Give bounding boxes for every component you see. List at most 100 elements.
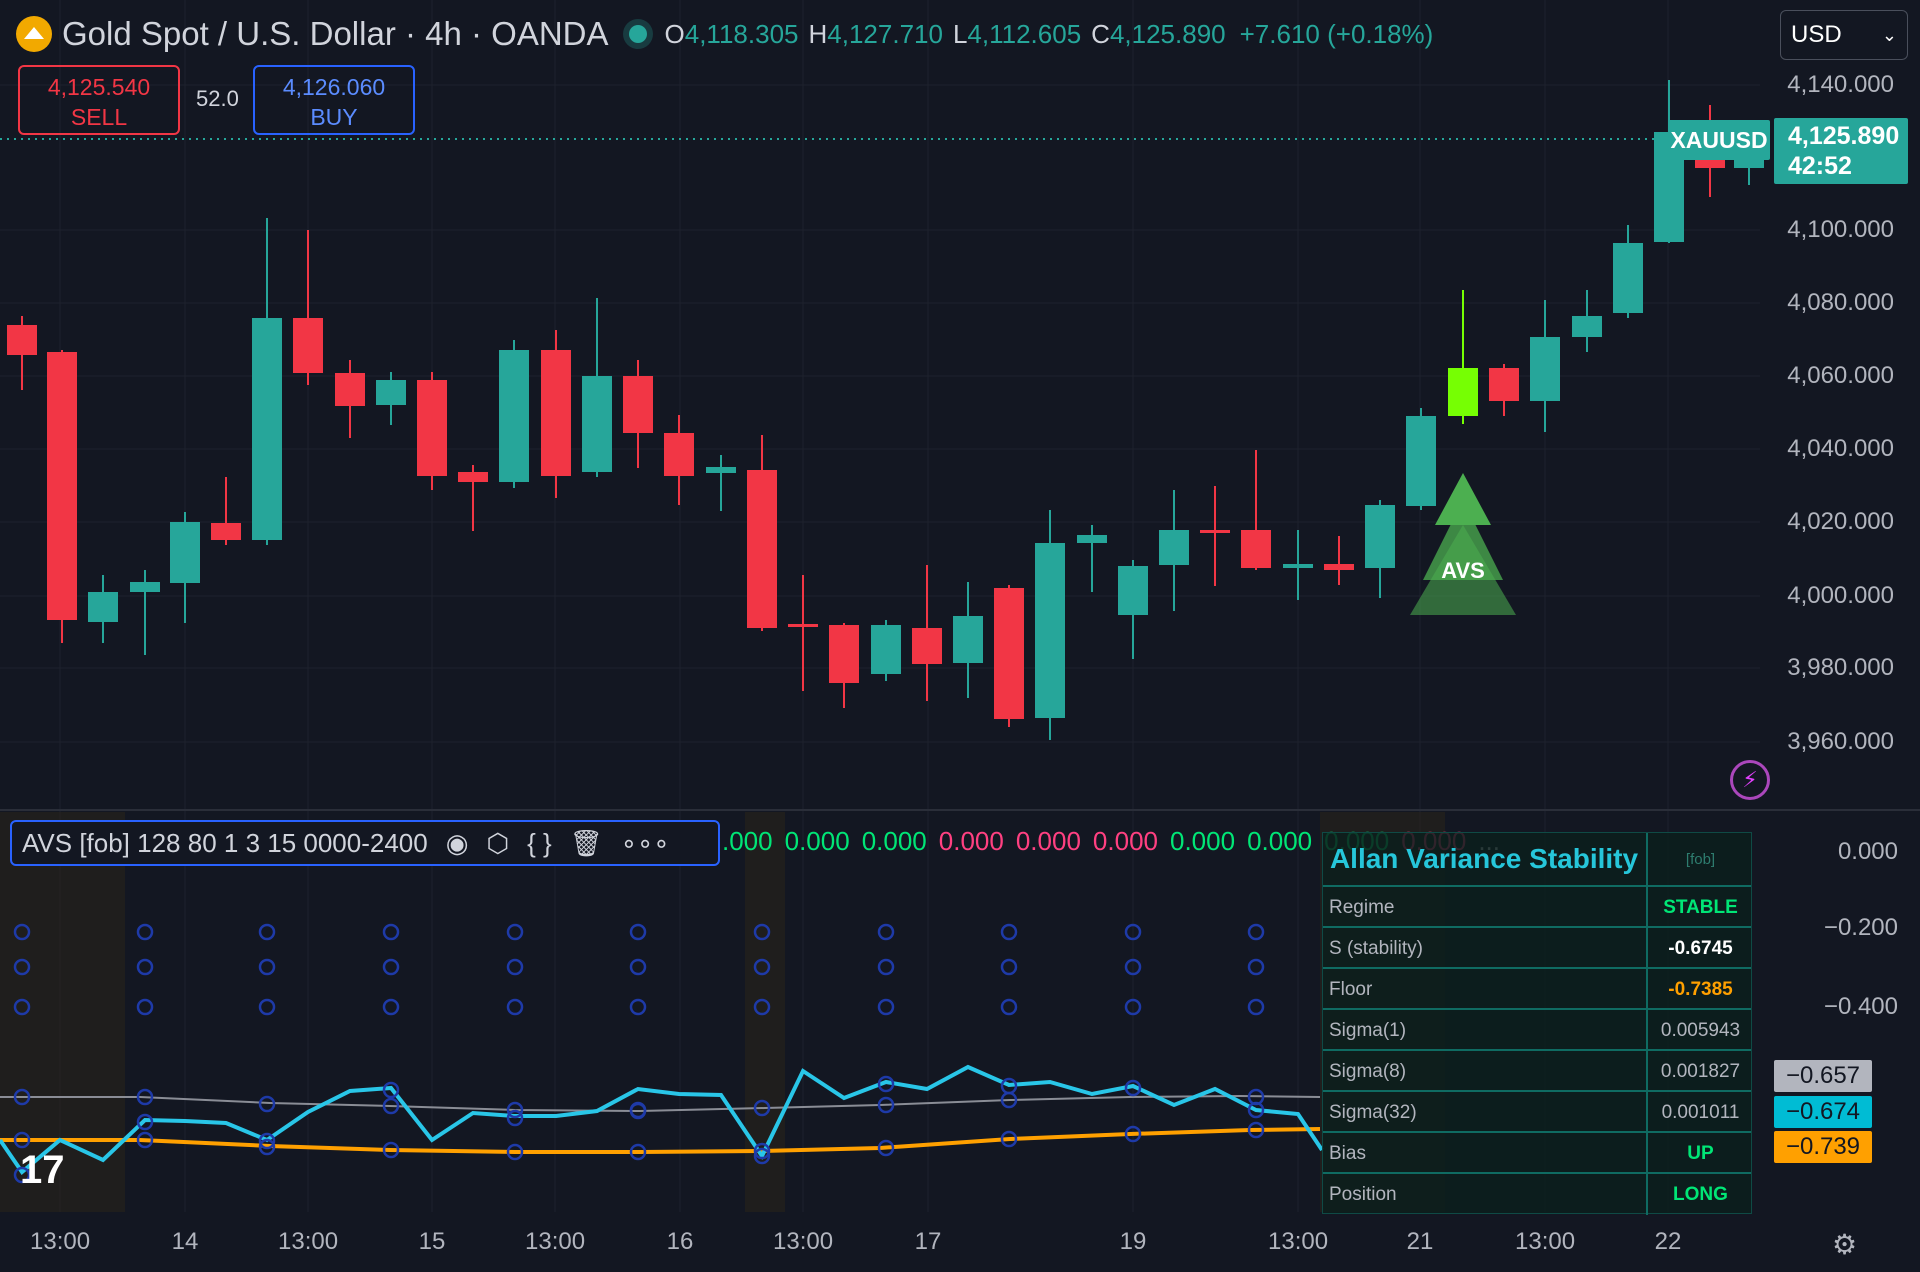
symbol-title[interactable]: Gold Spot / U.S. Dollar · 4h · OANDA xyxy=(62,15,609,52)
candle-body xyxy=(170,522,200,583)
indicator-dot xyxy=(877,923,895,941)
indicator-legend[interactable]: AVS [fob] 128 80 1 3 15 0000-2400 ◉ ⬡ { … xyxy=(10,820,720,866)
stability-panel: Allan Variance Stability [fob] Regime STA… xyxy=(1322,832,1753,1215)
indicator-dot xyxy=(136,923,154,941)
time-axis-label: 16 xyxy=(666,1228,694,1255)
indicator-axis-label: 0.000 xyxy=(1837,838,1898,865)
source-code-icon[interactable]: { } xyxy=(527,827,552,858)
open-key: O xyxy=(664,18,685,49)
candle-body xyxy=(1200,530,1230,533)
market-open-icon xyxy=(628,25,647,43)
indicator-dot xyxy=(877,1075,895,1093)
time-axis-label: 19 xyxy=(1119,1228,1147,1255)
candle-body xyxy=(1572,316,1602,337)
indicator-value: 0.000 xyxy=(1092,826,1158,856)
indicator-dot xyxy=(13,1166,31,1184)
chart-settings-icon[interactable]: ⚙ xyxy=(1832,1229,1858,1260)
indicator-dot xyxy=(629,1143,647,1161)
indicator-dot xyxy=(1247,1121,1265,1139)
buy-label: BUY xyxy=(310,104,358,130)
indicator-dot xyxy=(506,1101,524,1119)
baseline-line xyxy=(0,1094,1321,1113)
indicator-dot xyxy=(258,1095,276,1113)
candle-body xyxy=(1448,368,1478,416)
indicator-dot xyxy=(506,998,524,1016)
panel-row: S (stability) -0.6745 xyxy=(1323,926,1751,969)
signal-triangle xyxy=(1435,473,1491,525)
indicator-dot xyxy=(1247,958,1265,976)
settings-icon[interactable]: ⬡ xyxy=(486,827,510,858)
candle-body xyxy=(252,318,282,540)
high-value: 4,127.710 xyxy=(827,18,943,49)
candle-body xyxy=(335,373,365,406)
candle-body xyxy=(788,624,818,627)
panel-row-label: Sigma(1) xyxy=(1329,1020,1407,1041)
candle-body xyxy=(130,582,160,592)
indicator-dot xyxy=(753,998,771,1016)
trash-icon[interactable]: 🗑 xyxy=(569,827,603,858)
indicator-dot xyxy=(382,998,400,1016)
indicator-dot xyxy=(13,1088,31,1106)
panel-row-value: -0.6745 xyxy=(1646,928,1753,969)
indicator-dot xyxy=(1000,958,1018,976)
buy-button[interactable]: 4,126.060 BUY xyxy=(253,65,415,135)
time-axis-label: 14 xyxy=(171,1228,199,1255)
indicator-dot xyxy=(136,958,154,976)
session-highlight xyxy=(0,812,125,1212)
indicator-dot xyxy=(877,1139,895,1157)
indicator-dot xyxy=(13,958,31,976)
indicator-axis-label: −0.400 xyxy=(1823,993,1898,1020)
sell-price: 4,125.540 xyxy=(47,74,151,100)
indicator-dot xyxy=(1124,998,1142,1016)
candle-body xyxy=(293,318,323,373)
indicator-dot xyxy=(13,1131,31,1149)
sell-button[interactable]: 4,125.540 SELL xyxy=(18,65,180,135)
indicator-dot xyxy=(506,958,524,976)
panel-row-label: Regime xyxy=(1329,897,1395,918)
candle-body xyxy=(458,472,488,482)
indicator-dot xyxy=(13,998,31,1016)
indicator-value-tag: −0.674 xyxy=(1774,1096,1872,1128)
candle-body xyxy=(376,380,406,405)
low-key: L xyxy=(952,18,968,49)
indicator-dot xyxy=(753,1142,771,1160)
lightning-icon[interactable]: ⚡ xyxy=(1730,760,1770,800)
buy-price: 4,126.060 xyxy=(282,74,386,100)
indicator-dot xyxy=(629,958,647,976)
indicator-dot xyxy=(1247,923,1265,941)
eye-icon[interactable]: ◉ xyxy=(445,827,469,858)
panel-tag: [fob] xyxy=(1646,833,1753,885)
last-price: 4,125.890 xyxy=(1788,122,1900,150)
indicator-value: 0.000 xyxy=(1170,826,1236,856)
price-axis-label: 4,000.000 xyxy=(1787,582,1894,609)
indicator-dot xyxy=(1247,1101,1265,1119)
candle-body xyxy=(499,350,529,482)
indicator-dot xyxy=(629,1101,647,1119)
indicator-value-tag: −0.739 xyxy=(1774,1131,1872,1163)
time-axis-label: 13:00 xyxy=(773,1228,834,1255)
panel-row-value: UP xyxy=(1646,1133,1753,1174)
panel-row: Position LONG xyxy=(1323,1172,1751,1215)
price-axis-label: 4,020.000 xyxy=(1787,508,1894,535)
panel-row-label: Sigma(8) xyxy=(1329,1061,1407,1082)
indicator-dot xyxy=(877,958,895,976)
panel-row-value: 0.001827 xyxy=(1646,1051,1753,1092)
candle-body xyxy=(664,433,694,476)
indicator-value-tag: −0.657 xyxy=(1774,1060,1872,1092)
price-axis-label: 4,040.000 xyxy=(1787,435,1894,462)
more-icon[interactable]: ∘∘∘ xyxy=(620,827,670,858)
candle-body xyxy=(211,523,241,540)
time-axis-label: 22 xyxy=(1654,1228,1682,1255)
candle-body xyxy=(953,616,983,663)
indicator-dot xyxy=(136,1113,154,1131)
panel-row-value: LONG xyxy=(1646,1174,1753,1215)
price-axis-label: 3,980.000 xyxy=(1787,654,1894,681)
candle-body xyxy=(1613,243,1643,313)
candle-body xyxy=(541,350,571,476)
panel-row: Floor -0.7385 xyxy=(1323,967,1751,1010)
indicator-dot xyxy=(877,998,895,1016)
candle-body xyxy=(582,376,612,472)
currency-value: USD xyxy=(1791,21,1842,48)
currency-select[interactable]: USD ⌄ xyxy=(1780,10,1908,60)
candle-body xyxy=(1077,535,1107,543)
